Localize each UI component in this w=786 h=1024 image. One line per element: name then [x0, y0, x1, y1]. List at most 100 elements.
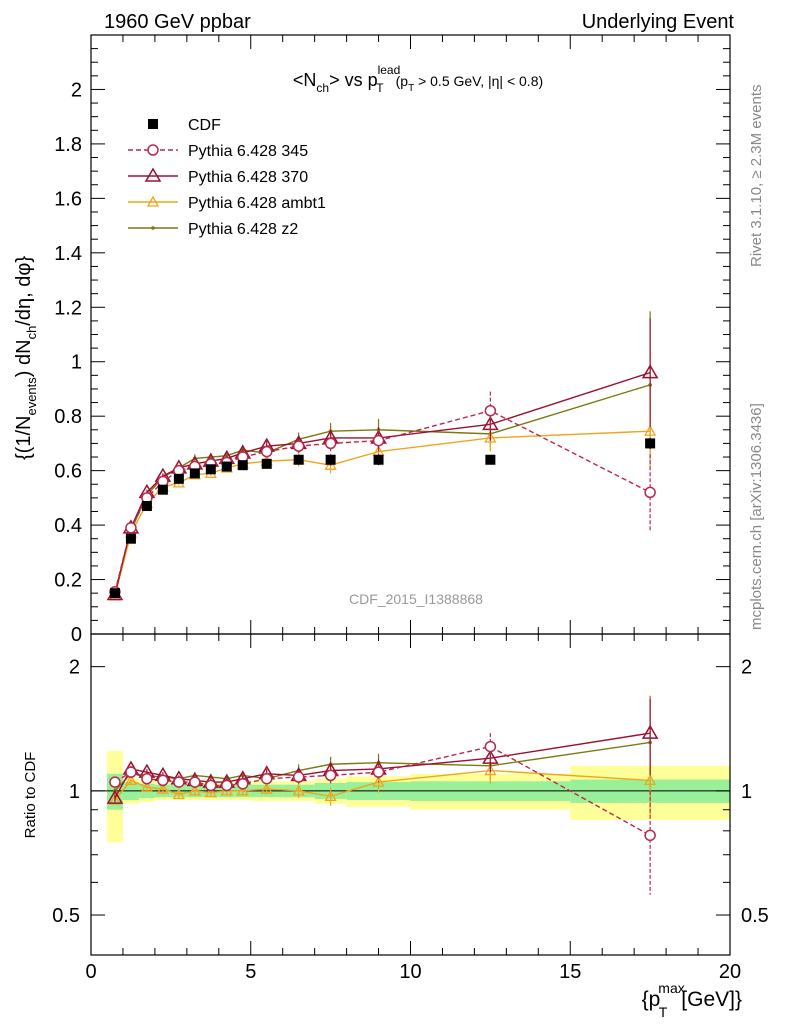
ratio-point-ambt1: [484, 764, 497, 776]
x-tick-label: 10: [399, 961, 421, 983]
ratio-point-p345: [324, 769, 337, 782]
data-point-cdf: [261, 458, 272, 469]
rivet-label: Rivet 3.1.10, ≥ 2.3M events: [748, 85, 765, 268]
header-left: 1960 GeV ppbar: [104, 11, 251, 33]
y-tick-label: 1.4: [54, 243, 82, 265]
y-tick-label: 2: [71, 79, 82, 101]
ratio-point-ambt1: [188, 784, 201, 796]
plot-title: <Nch> vs plead T (pT > 0.5 GeV, |η| < 0.8): [293, 63, 543, 95]
ratio-point-ambt1: [644, 774, 657, 786]
mcplots-label: mcplots.cern.ch [arXiv:1306.3436]: [748, 403, 765, 630]
series-ambt1: [108, 395, 657, 601]
legend-label-p370: Pythia 6.428 370: [188, 169, 308, 186]
y-tick-label: 1: [71, 352, 82, 374]
data-point-cdf: [189, 468, 200, 479]
main-frame: [90, 34, 731, 635]
ratio-point-ambt1: [204, 786, 217, 798]
legend-marker-p370: [144, 167, 162, 182]
data-point-cdf: [125, 533, 136, 544]
ratio-point-p345: [157, 774, 169, 787]
ratio-point-p345: [221, 779, 233, 792]
y-tick-label: 0.4: [54, 515, 82, 537]
ratio-point-p345: [189, 776, 201, 788]
data-point-cdf: [141, 501, 152, 512]
data-point-cdf: [205, 464, 216, 475]
ratio-point-ambt1: [324, 789, 337, 801]
ratio-frame: [90, 633, 731, 956]
x-tick-label: 15: [559, 961, 581, 983]
ratio-point-p345: [125, 766, 137, 778]
ratio-y-tick-label: 0.5: [52, 905, 80, 927]
data-point-ambt1: [484, 431, 497, 443]
legend-label-cdf: CDF: [188, 117, 221, 134]
legend-marker-p345: [147, 144, 159, 156]
data-point-p345: [372, 434, 385, 447]
analysis-watermark: CDF_2015_I1388868: [349, 591, 483, 607]
x-tick-label: 5: [245, 961, 256, 983]
ratio-point-p345: [644, 829, 656, 842]
y-tick-label: 0.8: [54, 406, 82, 428]
legend-marker-cdf: [148, 119, 158, 129]
y-tick-label: 0: [71, 624, 82, 646]
series-cdf: [109, 437, 656, 599]
ratio-point-p345: [484, 740, 497, 753]
y-tick-label: 1.8: [54, 134, 82, 156]
ratio-point-ambt1: [124, 774, 138, 786]
ratio-point-ambt1: [372, 775, 385, 787]
header-right: Underlying Event: [582, 11, 735, 33]
ratio-point-p345: [237, 778, 249, 790]
y-tick-label: 0.6: [54, 461, 82, 483]
ratio-series-p345: [109, 733, 656, 895]
data-point-cdf: [325, 454, 336, 465]
legend-label-p345: Pythia 6.428 345: [188, 143, 308, 160]
ratio-y-tick-label-right: 0.5: [741, 905, 769, 927]
legend-label-ambt1: Pythia 6.428 ambt1: [188, 195, 326, 212]
data-point-p345: [324, 437, 337, 450]
ratio-point-ambt1: [108, 793, 122, 805]
ratio-y-axis-label: Ratio to CDF: [22, 752, 39, 839]
y-tick-label: 1.6: [54, 188, 82, 210]
data-point-p345: [484, 404, 497, 417]
ratio-point-ambt1: [156, 782, 169, 794]
ratio-point-p345: [292, 771, 305, 783]
ratio-point-ambt1: [292, 784, 305, 796]
ratio-y-tick-label-right: 2: [741, 657, 752, 679]
data-point-p345: [260, 445, 273, 458]
ratio-point-p345: [141, 772, 153, 785]
series-p345: [109, 391, 656, 598]
legend-marker-ambt1: [146, 195, 160, 207]
ratio-point-p345: [173, 776, 185, 788]
data-point-cdf: [237, 460, 248, 471]
ratio-y-tick-label: 2: [69, 657, 80, 679]
data-point-cdf: [485, 454, 496, 465]
ratio-point-ambt1: [236, 784, 249, 796]
main-y-axis-label: {(1/Nevents) dNch/dη, dφ}: [13, 256, 39, 460]
data-point-cdf: [157, 484, 168, 495]
series-line-p345: [114, 409, 651, 592]
ratio-point-ambt1: [260, 782, 273, 794]
y-tick-label: 0.2: [54, 570, 82, 592]
ratio-point-ambt1: [140, 780, 154, 792]
legend-marker-z2: [151, 226, 155, 230]
ratio-plot: 0 5 10 15 20 0.5 0.5 1 1 2 2: [52, 633, 769, 983]
ratio-y-tick-label-right: 1: [741, 781, 752, 803]
y-tick-label: 1.2: [54, 297, 82, 319]
series-line-z2: [114, 384, 651, 594]
ratio-point-p370: [641, 724, 659, 739]
data-point-ambt1: [644, 424, 657, 436]
ratio-y-tick-label: 1: [69, 781, 80, 803]
x-axis-label: {pmax T[GeV]}: [642, 980, 742, 1020]
ratio-point-p370: [106, 789, 124, 804]
ratio-point-p345: [260, 772, 273, 785]
data-point-p345: [644, 486, 656, 499]
data-point-p345: [292, 440, 305, 452]
data-point-cdf: [645, 438, 656, 449]
data-point-cdf: [293, 454, 304, 465]
x-tick-label: 20: [719, 961, 741, 983]
ratio-point-p345: [205, 779, 217, 792]
data-point-cdf: [109, 588, 120, 599]
ratio-point-p370: [482, 749, 499, 764]
data-point-cdf: [173, 473, 184, 484]
ratio-point-p345: [372, 766, 385, 778]
